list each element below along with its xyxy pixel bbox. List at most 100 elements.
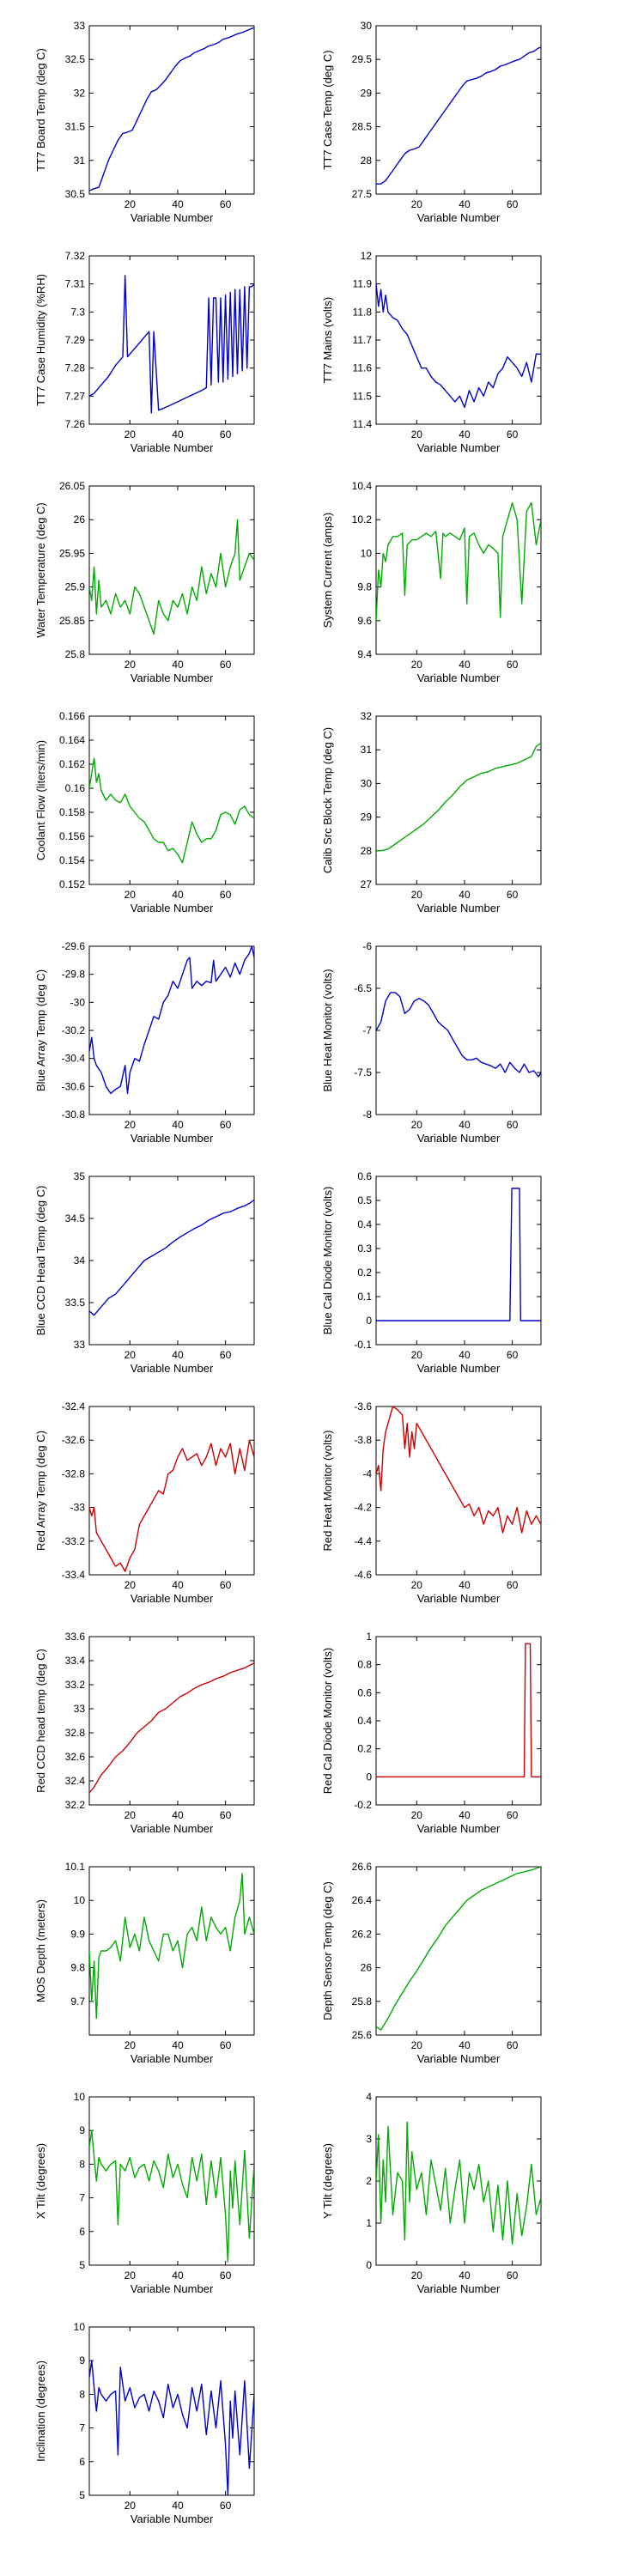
y-axis-label: Red Cal Diode Monitor (volts) [321,1648,334,1795]
x-tick-label: 40 [459,659,471,671]
y-tick-label: 0.2 [357,1267,372,1279]
y-tick-label: -33.2 [62,1535,86,1547]
axes-frame [375,2096,542,2266]
y-axis-label: System Current (amps) [321,513,334,628]
x-tick-label: 20 [411,659,423,671]
axes-frame [88,1866,255,2036]
axes-frame [88,485,255,655]
chart-17: 20 40 60 25.6 25.8 26 26.2 26.4 26.6 Variable Num… [321,1861,542,2065]
chart-7: 20 40 60 27 28 29 30 31 32 Variable Number Calib S… [321,710,542,914]
y-tick-label: 7.28 [65,362,86,374]
y-axis-label: Blue Cal Diode Monitor (volts) [321,1187,334,1335]
y-tick-label: 31.5 [65,121,86,133]
x-tick-label: 60 [220,428,232,440]
y-tick-label: -0.1 [354,1339,372,1351]
x-tick-label: 60 [220,889,232,901]
y-tick-label: 9.9 [70,1928,85,1940]
x-tick-label: 40 [459,889,471,901]
y-tick-label: 0.156 [59,830,85,842]
x-axis-label: Variable Number [417,2282,501,2295]
y-tick-label: 0.154 [59,854,85,866]
y-tick-label: 7.27 [65,390,86,402]
x-tick-label: 20 [125,659,137,671]
y-tick-label: 31 [74,155,86,167]
series-line [89,1873,254,2020]
x-tick-label: 60 [220,1349,232,1361]
y-tick-label: -32.4 [62,1400,86,1413]
y-tick-label: 29.5 [352,53,373,65]
x-tick-label: 40 [459,1119,471,1131]
axes-frame [375,1636,542,1806]
y-axis-label: TT7 Case Temp (deg C) [321,50,334,169]
y-tick-label: 11.9 [353,278,373,290]
y-tick-label: 25.8 [65,648,86,660]
series-line [89,946,254,1095]
y-tick-label: 9 [79,2124,85,2136]
series-line [376,1406,541,1534]
x-tick-label: 60 [507,1579,519,1591]
y-tick-label: -3.6 [354,1400,372,1413]
y-tick-label: 0.6 [357,1686,372,1698]
x-tick-label: 40 [459,1809,471,1821]
y-tick-label: 12 [361,250,373,262]
series-line [376,283,541,409]
x-axis-label: Variable Number [417,1592,501,1605]
x-tick-label: 60 [220,659,232,671]
x-tick-label: 20 [125,889,137,901]
axes-frame [88,945,255,1115]
y-axis-label: Red Heat Monitor (volts) [321,1431,334,1552]
x-tick-label: 60 [507,1809,519,1821]
x-axis-label: Variable Number [417,1132,501,1145]
x-tick-label: 20 [411,428,423,440]
y-tick-label: 7 [79,2422,85,2434]
y-tick-label: 11.8 [353,306,373,318]
axes-frame [375,1176,542,1346]
y-tick-label: 25.6 [352,2029,373,2041]
y-tick-label: 9.8 [357,581,372,593]
y-tick-label: 28.5 [352,121,373,133]
y-tick-label: 6 [79,2226,85,2238]
y-tick-label: -32.6 [62,1434,86,1446]
y-tick-label: -4.6 [354,1569,372,1581]
x-tick-label: 40 [172,1809,184,1821]
axes-frame [88,1176,255,1346]
series-line [89,1439,254,1572]
y-tick-label: 33.4 [65,1655,86,1667]
y-tick-label: -32.8 [62,1467,86,1479]
series-line [376,1867,541,2031]
y-tick-label: -6 [362,940,372,952]
x-axis-label: Variable Number [131,671,214,684]
chart-20: 20 40 60 5 6 7 8 9 10 Variable Number Inclination … [34,2321,255,2525]
y-tick-label: -30.6 [62,1080,86,1092]
y-tick-label: 29 [361,811,373,823]
y-tick-label: 11.5 [353,390,373,402]
series-line [376,46,541,185]
y-tick-label: 35 [74,1170,86,1182]
y-axis-label: Red Array Temp (deg C) [34,1431,47,1551]
y-tick-label: 0.152 [59,878,85,890]
y-tick-label: 10.1 [65,1861,86,1873]
y-tick-label: -33 [70,1502,86,1514]
x-tick-label: 20 [125,428,137,440]
y-tick-label: 0.3 [357,1242,372,1255]
series-line [89,1662,254,1794]
y-tick-label: 0.5 [357,1194,372,1206]
y-tick-label: 27 [361,878,373,890]
x-tick-label: 20 [411,2039,423,2051]
x-tick-label: 40 [172,2269,184,2281]
chart-5: 20 40 60 9.4 9.6 9.8 10 10.2 10.4 Variable Number… [321,480,542,684]
x-tick-label: 60 [220,2269,232,2281]
y-tick-label: -0.2 [354,1799,372,1811]
chart-14: 20 40 60 32.2 32.4 32.6 32.8 33 33.2 33.4 33.6 Vari… [34,1631,255,1835]
chart-9: 20 40 60 -8 -7.5 -7 -6.5 -6 Variable Number Blue … [321,940,542,1145]
x-axis-label: Variable Number [131,2282,214,2295]
x-tick-label: 20 [125,1809,137,1821]
y-tick-label: 34 [74,1255,86,1267]
y-tick-label: 25.95 [59,547,85,559]
y-tick-label: 10 [74,2321,86,2333]
series-line [89,2360,254,2495]
y-tick-label: 30.5 [65,188,86,200]
y-tick-label: 33.2 [65,1679,86,1691]
y-tick-label: 34.5 [65,1212,86,1224]
x-tick-label: 60 [507,2269,519,2281]
